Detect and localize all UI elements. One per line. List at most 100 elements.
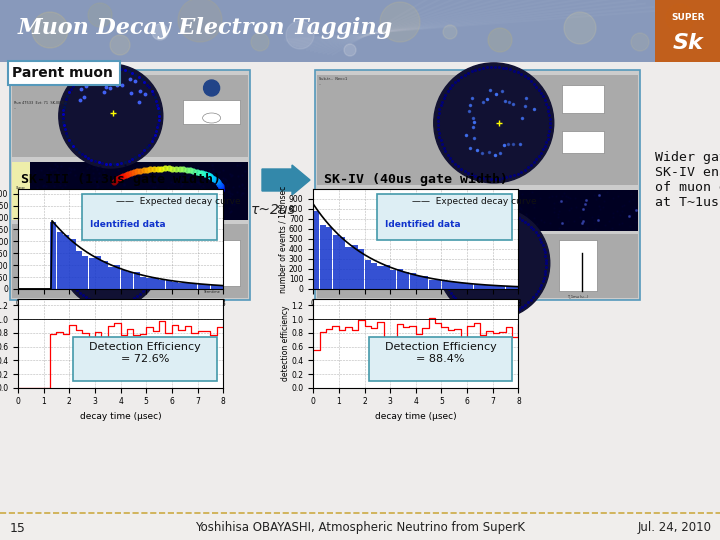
Bar	[390, 270, 397, 289]
Text: T_1mu (u...): T_1mu (u...)	[567, 295, 588, 299]
Circle shape	[204, 80, 220, 96]
Bar	[352, 245, 358, 289]
Text: Run 47533  Evt: 71  SK-III/MLP
...: Run 47533 Evt: 71 SK-III/MLP ...	[14, 101, 67, 110]
Circle shape	[438, 207, 550, 319]
Text: 15: 15	[10, 522, 26, 535]
Title: SK-IV (40us gate width): SK-IV (40us gate width)	[324, 173, 508, 186]
Text: Sk: Sk	[672, 33, 703, 53]
X-axis label: decay time (μsec): decay time (μsec)	[375, 412, 456, 421]
Bar	[10, 70, 250, 300]
Bar	[364, 260, 371, 289]
Bar	[377, 266, 384, 289]
Text: Muon Decay Electron Tagging: Muon Decay Electron Tagging	[18, 17, 393, 39]
Bar	[359, 249, 364, 289]
Text: Identified data: Identified data	[385, 220, 461, 230]
Bar	[146, 278, 153, 289]
Bar	[339, 237, 345, 289]
Bar	[435, 280, 441, 289]
Bar	[320, 225, 326, 289]
Bar	[8, 61, 120, 85]
Bar	[315, 70, 640, 300]
Bar	[127, 272, 133, 289]
Bar	[467, 284, 473, 289]
Circle shape	[178, 0, 222, 42]
Bar	[12, 225, 248, 298]
Bar	[461, 282, 467, 289]
FancyBboxPatch shape	[81, 194, 217, 240]
Bar	[121, 270, 127, 289]
Circle shape	[32, 12, 68, 48]
Circle shape	[380, 2, 420, 42]
Bar	[474, 284, 480, 289]
Bar	[333, 235, 338, 289]
Circle shape	[564, 12, 596, 44]
Bar	[384, 265, 390, 289]
Bar	[313, 211, 320, 289]
Circle shape	[251, 33, 269, 51]
Text: Detection Efficiency
= 88.4%: Detection Efficiency = 88.4%	[384, 342, 496, 364]
Bar	[441, 281, 448, 289]
Bar	[346, 247, 351, 289]
Ellipse shape	[202, 113, 220, 123]
Bar	[410, 273, 415, 289]
Circle shape	[110, 35, 130, 55]
Bar	[428, 280, 435, 289]
Bar	[63, 235, 69, 289]
Bar	[12, 75, 248, 157]
X-axis label: decay time (μsec): decay time (μsec)	[375, 313, 456, 322]
Bar	[179, 283, 184, 289]
FancyBboxPatch shape	[73, 337, 217, 381]
Bar	[505, 286, 512, 289]
Bar	[562, 85, 604, 113]
Bar	[319, 214, 447, 238]
Bar	[371, 263, 377, 289]
Bar	[217, 286, 223, 289]
Bar	[76, 251, 82, 289]
Bar	[82, 255, 89, 289]
Circle shape	[344, 44, 356, 56]
Text: Identified data: Identified data	[90, 220, 166, 230]
Bar	[166, 280, 172, 289]
Text: Charge
>1pe: Charge >1pe	[16, 186, 26, 195]
FancyBboxPatch shape	[369, 337, 512, 381]
Bar	[114, 266, 120, 289]
Bar	[559, 240, 597, 291]
Bar	[183, 100, 240, 124]
Bar	[210, 285, 217, 289]
Bar	[69, 239, 76, 289]
Circle shape	[88, 3, 112, 27]
Text: Sub-tr...  Nev=1
...: Sub-tr... Nev=1 ...	[319, 77, 347, 86]
Circle shape	[433, 63, 554, 183]
Y-axis label: detection efficiency: detection efficiency	[281, 306, 290, 381]
Text: Termtime: Termtime	[203, 290, 220, 294]
Bar	[102, 261, 108, 289]
Bar	[12, 162, 248, 219]
Bar	[12, 162, 30, 219]
Circle shape	[60, 208, 161, 308]
Circle shape	[286, 21, 314, 49]
Bar	[95, 256, 102, 289]
Text: Jul. 24, 2010: Jul. 24, 2010	[638, 522, 712, 535]
Bar	[133, 272, 140, 289]
Bar	[0, 0, 720, 62]
Circle shape	[443, 25, 457, 39]
Bar	[487, 285, 492, 289]
FancyBboxPatch shape	[377, 194, 512, 240]
Bar	[499, 286, 505, 289]
Bar	[153, 278, 159, 289]
Bar	[454, 282, 461, 289]
Text: Parent muon: Parent muon	[12, 66, 113, 80]
Bar	[172, 282, 178, 289]
X-axis label: decay time (μsec): decay time (μsec)	[80, 412, 161, 421]
Bar	[403, 272, 409, 289]
Bar	[493, 285, 499, 289]
Bar	[423, 276, 428, 289]
Text: SUPER: SUPER	[671, 13, 705, 22]
Bar	[512, 287, 518, 289]
Bar	[0, 62, 720, 513]
Circle shape	[631, 33, 649, 51]
Bar	[108, 267, 114, 289]
Bar	[50, 222, 56, 289]
Bar	[317, 190, 335, 231]
Bar	[416, 276, 422, 289]
